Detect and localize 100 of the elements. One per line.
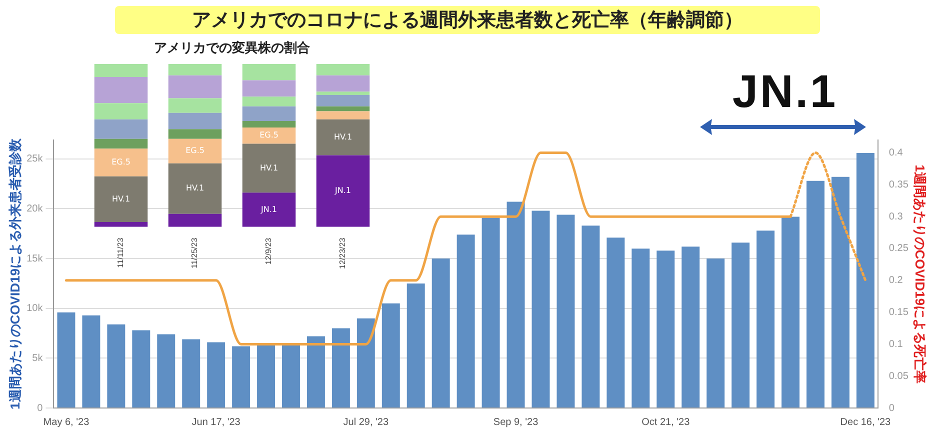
bar xyxy=(316,111,370,120)
bar xyxy=(316,75,370,92)
bar xyxy=(316,94,370,106)
bar xyxy=(168,98,222,113)
bar xyxy=(316,119,370,156)
y2-tick-label: 0.3 xyxy=(888,211,904,222)
bar xyxy=(831,176,850,408)
bar xyxy=(506,202,525,408)
text: HV.1 xyxy=(112,194,130,204)
bar xyxy=(182,339,200,408)
chart-title: アメリカでの変異株の割合 xyxy=(153,40,311,58)
y-axis-title: 1週間あたりのCOVID19による外来患者受診数 xyxy=(7,138,22,410)
text: EG.5 xyxy=(186,146,204,156)
bar xyxy=(94,138,148,149)
text: JN.1 xyxy=(335,186,351,196)
y-tick-label: 5k xyxy=(32,352,44,364)
x-tick-label: 12/23/23 xyxy=(338,237,348,269)
bar xyxy=(706,258,725,408)
x-tick-label: Jul 29, '23 xyxy=(343,416,389,428)
x-tick-label: Sep 9, '23 xyxy=(493,416,539,428)
y2-tick-label: 0.2 xyxy=(888,275,904,286)
bar xyxy=(606,238,625,408)
bar xyxy=(94,119,148,139)
bar xyxy=(356,318,375,408)
x-tick-label: Jun 17, '23 xyxy=(192,416,241,428)
bar xyxy=(456,234,475,408)
x-tick-label: 12/9/23 xyxy=(264,237,274,265)
bar xyxy=(316,64,370,76)
bar xyxy=(242,64,296,80)
x-tick-label: 11/11/23 xyxy=(116,237,126,268)
bar xyxy=(316,92,370,95)
bar xyxy=(242,144,296,193)
bar xyxy=(242,121,296,128)
series-label: EG.5 xyxy=(260,130,278,140)
y2-tick-label: 0.15 xyxy=(888,307,909,318)
x-tick-label: Oct 21, '23 xyxy=(642,416,690,428)
bar xyxy=(682,246,700,408)
text: HV.1 xyxy=(260,163,278,172)
y2-axis-title: 1週間あたりのCOVID19による死亡率 xyxy=(912,164,928,384)
y-tick-label: 15k xyxy=(26,253,44,264)
bar xyxy=(207,342,226,408)
y2-tick-label: 0.25 xyxy=(888,243,909,254)
bar xyxy=(168,112,222,130)
bar xyxy=(282,345,300,408)
bar xyxy=(157,334,176,408)
bar xyxy=(856,152,874,408)
bar xyxy=(94,148,148,176)
bar xyxy=(242,192,296,227)
bar xyxy=(656,250,675,408)
bar xyxy=(94,64,148,78)
bar xyxy=(332,328,350,408)
text: JN.1 xyxy=(731,65,839,117)
bar xyxy=(168,138,222,164)
y2-tick-label: 0.4 xyxy=(888,148,904,159)
y-tick-label: 0 xyxy=(37,402,44,414)
series-label: HV.1 xyxy=(334,132,352,142)
bar xyxy=(316,155,370,227)
bar xyxy=(242,128,296,144)
bar xyxy=(806,180,824,408)
bar xyxy=(756,230,775,408)
bar xyxy=(732,242,750,408)
bar xyxy=(168,64,222,76)
y2-tick-label: 0.05 xyxy=(888,370,909,382)
bar xyxy=(382,303,400,408)
y-tick-label: 10k xyxy=(26,303,44,314)
text: HV.1 xyxy=(186,184,204,193)
bar xyxy=(556,214,575,408)
bar xyxy=(57,312,76,408)
bar xyxy=(168,129,222,139)
bar xyxy=(168,163,222,214)
bar xyxy=(168,214,222,227)
bar xyxy=(94,222,148,227)
bar xyxy=(242,96,296,106)
bar xyxy=(482,218,500,408)
bar xyxy=(94,176,148,222)
bar xyxy=(432,258,450,408)
bar xyxy=(632,248,650,408)
bar xyxy=(316,106,370,112)
y2-tick-label: 0 xyxy=(888,402,895,414)
x-tick-label: May 6, '23 xyxy=(43,416,90,428)
bar xyxy=(132,330,150,408)
bar xyxy=(82,315,100,408)
bar xyxy=(306,336,325,408)
bar xyxy=(94,77,148,104)
bar xyxy=(168,75,222,98)
bar xyxy=(406,283,425,408)
text: EG.5 xyxy=(112,158,130,167)
bar xyxy=(232,346,250,408)
bar xyxy=(257,345,276,408)
bar xyxy=(782,216,800,408)
bar xyxy=(107,324,126,408)
y2-tick-label: 0.35 xyxy=(888,179,909,190)
y-tick-label: 20k xyxy=(26,203,44,214)
bar xyxy=(532,210,550,408)
series-label: JN.1 xyxy=(260,204,277,214)
y-tick-label: 25k xyxy=(26,154,44,165)
x-tick-label: Dec 16, '23 xyxy=(840,416,892,428)
bar xyxy=(94,103,148,120)
bar xyxy=(582,226,600,408)
bar xyxy=(242,106,296,121)
